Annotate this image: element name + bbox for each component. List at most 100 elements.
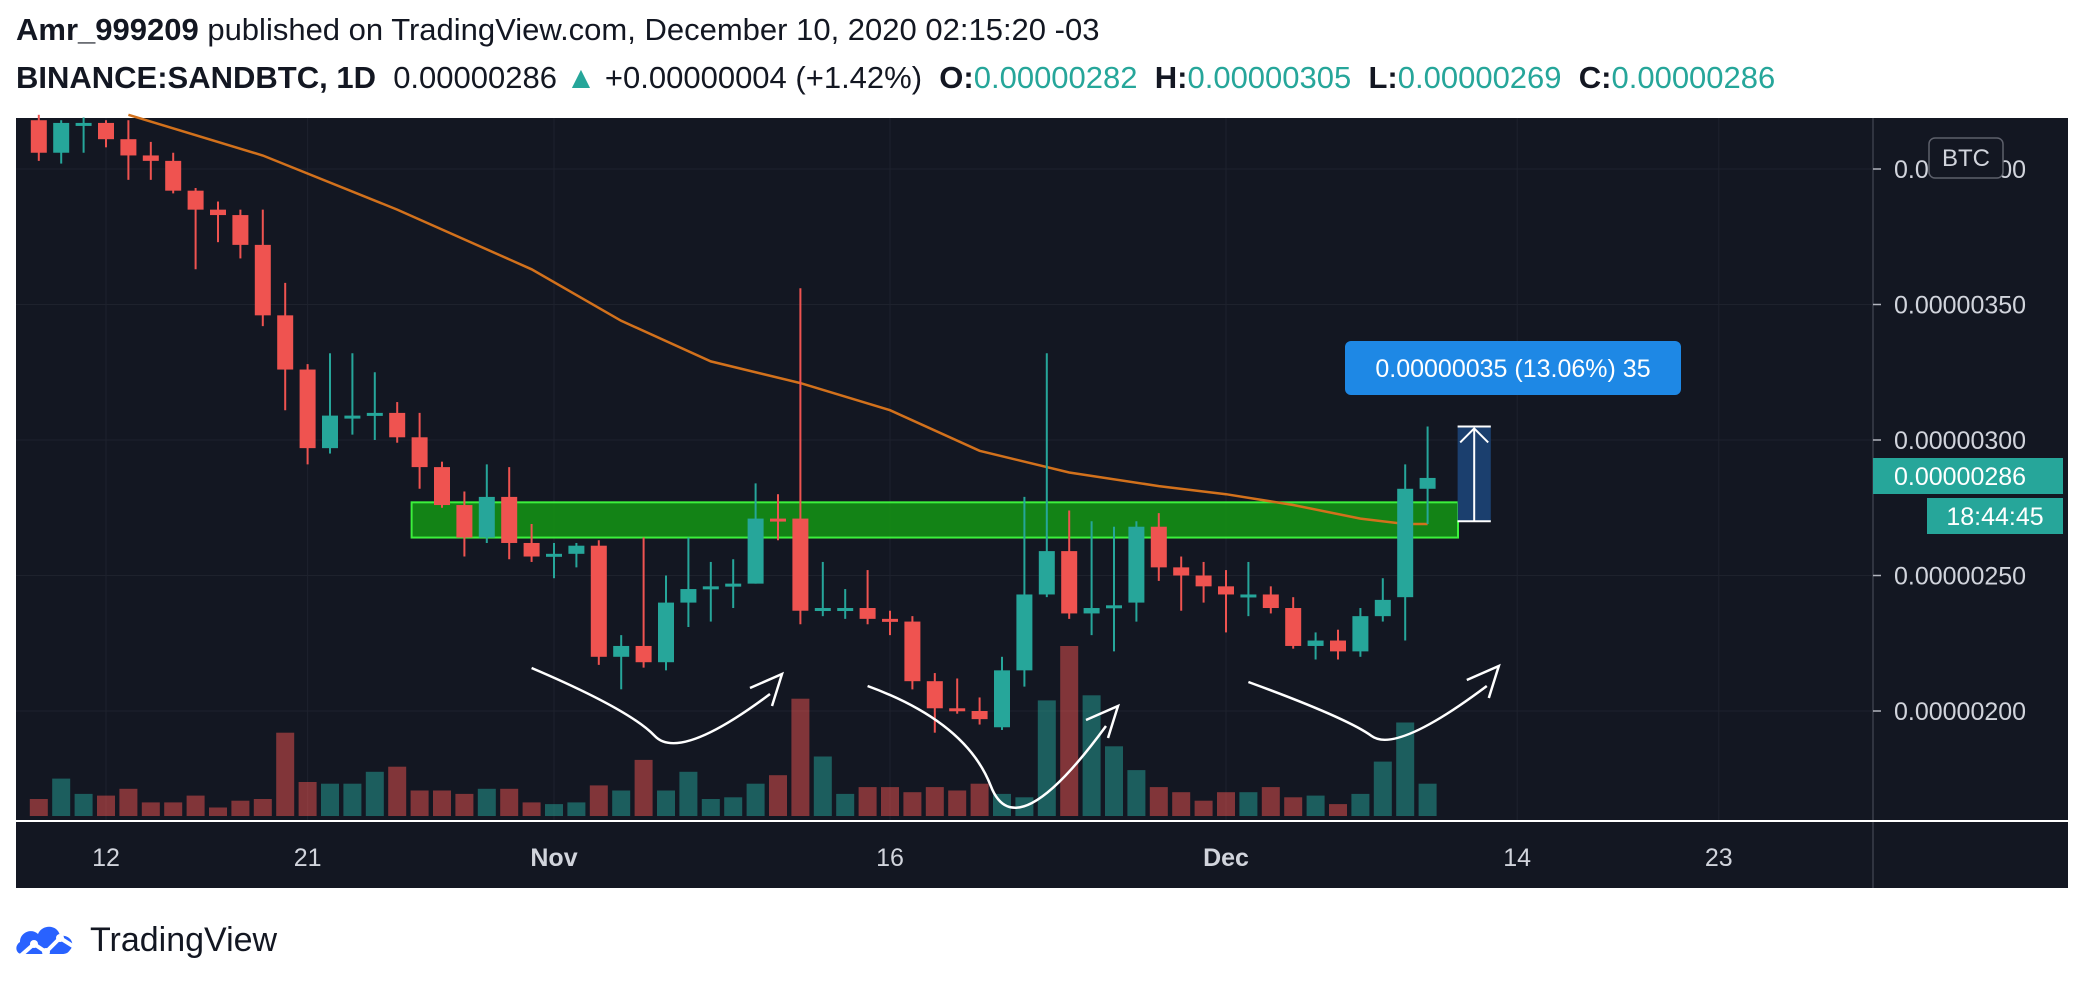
candle-body <box>254 244 271 316</box>
volume-bar <box>925 787 944 816</box>
candle-body <box>1173 567 1190 576</box>
arc-arrowhead-icon <box>1085 703 1121 739</box>
price-tick-label-3: 0.00000350 <box>1894 292 2026 320</box>
pattern-arc-0 <box>531 666 771 745</box>
volume-bar <box>1329 804 1347 816</box>
publish-header: Amr_999209 published on TradingView.com,… <box>16 12 1099 48</box>
arc-arrowhead-icon <box>1466 663 1501 699</box>
price-tick-label-1: 0.00000250 <box>1894 563 2026 591</box>
volume-bar <box>881 787 899 816</box>
candle-body <box>882 618 898 622</box>
candle-body <box>501 496 518 543</box>
time-tick-label-3: 16 <box>876 844 904 872</box>
volume-bar <box>1373 761 1392 816</box>
volume-bar <box>119 788 138 816</box>
volume-bar <box>231 800 250 816</box>
open-value: 0.00000282 <box>973 60 1138 95</box>
tradingview-logo-icon <box>16 926 78 960</box>
time-tick-label-1: 21 <box>294 844 322 872</box>
candle-body <box>1218 586 1234 595</box>
volume-bar <box>29 799 48 816</box>
volume-bar <box>455 793 474 816</box>
candle-body <box>366 412 383 416</box>
candle-body <box>635 645 652 663</box>
volume-bar <box>388 766 407 816</box>
candle-body <box>523 542 540 557</box>
tradingview-brand[interactable]: TradingView <box>14 915 277 965</box>
volume-bar <box>1418 783 1437 816</box>
countdown-tag-label: 18:44:45 <box>1946 503 2043 531</box>
volume-bar <box>948 790 967 816</box>
volume-bar <box>276 732 295 816</box>
candle-body <box>859 608 876 619</box>
volume-bar <box>1149 787 1168 816</box>
measure-label-box <box>1345 341 1681 395</box>
candle-body <box>1397 488 1414 598</box>
candle-body <box>1106 605 1122 609</box>
candle-body <box>434 467 450 506</box>
arc-arrowhead-icon <box>749 671 785 707</box>
close-label: C: <box>1578 60 1612 95</box>
volume-bar <box>1105 746 1123 816</box>
time-tick-label-6: 23 <box>1705 844 1733 872</box>
author-name[interactable]: Amr_999209 <box>16 12 199 47</box>
moving-average-line <box>128 113 1428 526</box>
measure-arrowhead-icon <box>1459 427 1489 444</box>
candle-body <box>1038 551 1055 595</box>
candle-body <box>971 711 988 720</box>
candle-body <box>389 412 406 438</box>
volume-bar <box>1172 792 1191 816</box>
support-zone-rectangle <box>410 501 1460 539</box>
volume-bar <box>679 771 698 816</box>
volume-bar <box>1127 770 1146 816</box>
price-tick-label-2: 0.00000300 <box>1894 427 2026 455</box>
volume-bar <box>1037 700 1056 816</box>
measure-label-text: 0.00000035 (13.06%) 35 <box>1375 355 1650 383</box>
volume-bar <box>813 756 832 816</box>
volume-bar <box>343 783 362 816</box>
volume-bar <box>970 783 989 816</box>
candle-body <box>75 122 92 126</box>
time-tick-label-2: Nov <box>530 844 577 872</box>
candle-body <box>1240 594 1257 598</box>
candle-body <box>1285 608 1302 646</box>
candle-body <box>210 209 226 216</box>
candle-body <box>1195 575 1212 587</box>
volume-bar <box>903 792 922 816</box>
candle-body <box>1419 477 1436 489</box>
candle-body <box>478 496 495 538</box>
volume-bar <box>1217 792 1235 816</box>
candle-body <box>1352 616 1369 652</box>
volume-bar <box>74 793 93 816</box>
candle-body <box>232 215 249 245</box>
candle-body <box>299 369 316 449</box>
candle-body <box>1061 551 1078 614</box>
volume-bar <box>500 788 519 816</box>
volume-bar <box>365 771 384 816</box>
low-label: L: <box>1368 60 1398 95</box>
candle-body <box>1330 640 1346 652</box>
volume-bar <box>1396 722 1415 816</box>
candle-body <box>702 586 719 590</box>
candle-body <box>814 608 831 612</box>
candle-body <box>994 670 1010 728</box>
pattern-arc-1 <box>867 684 1108 809</box>
candle-body <box>142 155 159 161</box>
candle-body <box>792 518 809 611</box>
high-value: 0.00000305 <box>1187 60 1352 95</box>
time-tick-label-4: Dec <box>1203 844 1249 872</box>
candle-body <box>1374 599 1391 617</box>
time-tick-label-5: 14 <box>1503 844 1531 872</box>
pattern-arc-2 <box>1247 680 1488 741</box>
candle-body <box>904 621 921 682</box>
candle-body <box>725 583 742 587</box>
symbol-label: BINANCE:SANDBTC, 1D <box>16 60 376 95</box>
currency-badge <box>1928 137 2004 179</box>
candle-body <box>98 122 114 140</box>
volume-bar <box>321 783 339 816</box>
candle-body <box>1150 526 1167 568</box>
last-price-tag <box>1873 458 2063 494</box>
volume-bar <box>657 790 675 816</box>
candle-body <box>546 553 562 557</box>
